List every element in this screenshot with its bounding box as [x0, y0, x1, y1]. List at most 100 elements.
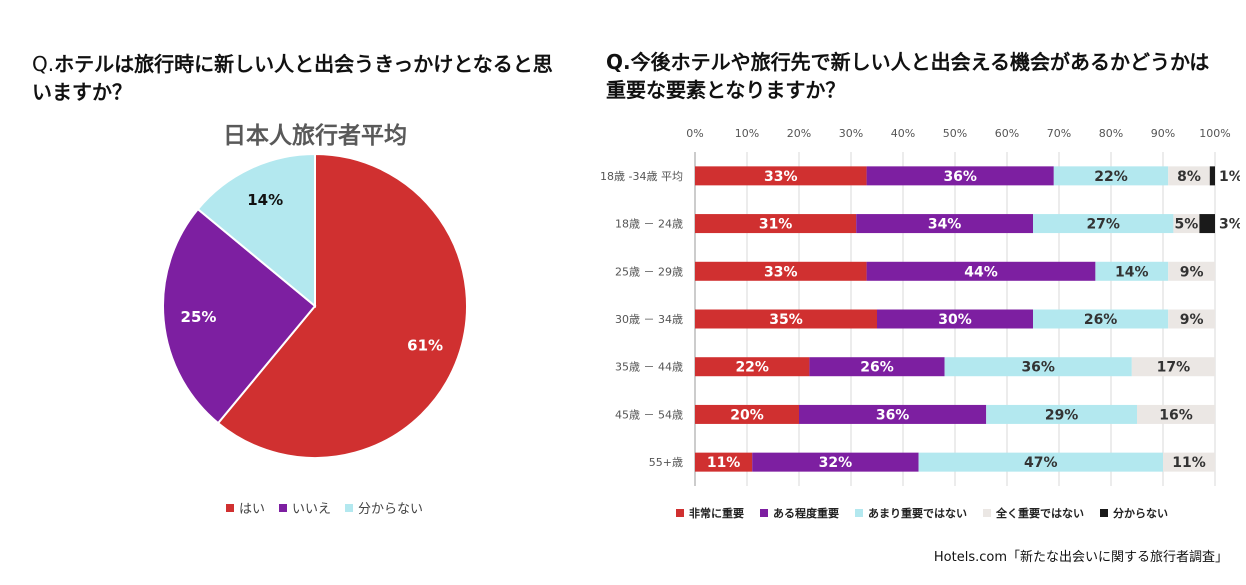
- bar-legend-item: あまり重要ではない: [855, 505, 967, 521]
- bar-value-label: 26%: [860, 360, 894, 376]
- bar-segment: [1163, 452, 1215, 472]
- x-tick-label: 60%: [995, 127, 1019, 140]
- bar-segment: [1033, 309, 1169, 329]
- bar-value-label: 22%: [1094, 169, 1128, 185]
- bar-segment: [1173, 214, 1200, 234]
- bar-legend-swatch: [760, 509, 768, 517]
- bar-value-label: 11%: [707, 455, 741, 471]
- bar-value-label: 47%: [1024, 455, 1058, 471]
- bar-segment: [877, 309, 1033, 329]
- bar-segment: [1033, 214, 1174, 234]
- bar-legend-label: 分からない: [1113, 507, 1168, 520]
- bar-value-label: 29%: [1045, 407, 1079, 423]
- bar-legend-label: 全く重要ではない: [996, 507, 1084, 520]
- bar-segment: [1053, 166, 1169, 186]
- bar-legend-label: 非常に重要: [689, 507, 744, 520]
- pie-legend-item: はい: [226, 498, 265, 517]
- pie-slice-3: [196, 152, 316, 309]
- bar-segment: [866, 261, 1096, 281]
- bar-legend-label: ある程度重要: [773, 507, 839, 520]
- left-question-text: ホテルは旅行時に新しい人と出会うきっかけとなると思いますか？: [32, 52, 553, 104]
- x-tick-label: 30%: [839, 127, 863, 140]
- bar-segment: [695, 404, 799, 424]
- bar-legend-item: 非常に重要: [676, 505, 744, 521]
- bar-segment: [986, 404, 1137, 424]
- category-label: 30歳 － 34歳: [615, 313, 683, 326]
- pie-legend-label: いいえ: [292, 502, 332, 517]
- pie-slice-label-1: 61%: [407, 337, 443, 355]
- bar-value-label: 5%: [1175, 217, 1199, 233]
- bar-legend-item: 全く重要ではない: [983, 505, 1084, 521]
- bar-segment: [1131, 357, 1215, 377]
- bar-segment: [1168, 309, 1215, 329]
- x-tick-label: 90%: [1151, 127, 1175, 140]
- bar-value-label: 30%: [938, 312, 972, 328]
- bar-value-label: 31%: [759, 217, 793, 233]
- category-label: 18歳 -34歳 平均: [600, 170, 683, 183]
- bar-value-label: 35%: [769, 312, 803, 328]
- bar-value-label: 20%: [730, 407, 764, 423]
- bar-value-label: 36%: [943, 169, 977, 185]
- bar-value-label: 22%: [735, 360, 769, 376]
- category-label: 18歳 － 24歳: [615, 218, 683, 231]
- pie-legend-item: 分からない: [345, 498, 423, 517]
- pie-slice-2: [162, 207, 317, 425]
- pie-slice-label-3: 14%: [247, 191, 283, 209]
- pie-legend: はい いいえ 分からない: [226, 498, 423, 517]
- bar-segment: [1137, 404, 1215, 424]
- bar-value-label: 32%: [819, 455, 853, 471]
- bar-legend-swatch: [676, 509, 684, 517]
- bar-legend-label: あまり重要ではない: [868, 507, 967, 520]
- bar-segment: [918, 452, 1163, 472]
- pie-legend-item: いいえ: [279, 498, 331, 517]
- pie-chart: 日本人旅行者平均 61% 25% 14%: [162, 122, 468, 459]
- bar-legend-swatch: [855, 509, 863, 517]
- bar-segment: [809, 357, 945, 377]
- source-credit: Hotels.com「新たな出会いに関する旅行者調査」: [933, 550, 1228, 565]
- x-tick-label: 80%: [1099, 127, 1123, 140]
- pie-legend-swatch: [279, 503, 288, 512]
- left-question-prefix: Q.: [32, 52, 55, 76]
- x-tick-label: 10%: [735, 127, 759, 140]
- bar-segment: [752, 452, 919, 472]
- x-tick-label: 50%: [943, 127, 967, 140]
- bar-segment: [799, 404, 987, 424]
- category-label: 55+歳: [649, 456, 683, 469]
- bar-value-label: 14%: [1115, 264, 1149, 280]
- x-tick-label: 0%: [686, 127, 703, 140]
- pie-slice-1: [216, 152, 468, 459]
- bar-segment: [1168, 166, 1210, 186]
- bar-legend-swatch: [1100, 509, 1108, 517]
- x-tick-label: 40%: [891, 127, 915, 140]
- bar-segment: [695, 452, 753, 472]
- bar-value-label: 1%: [1219, 169, 1240, 185]
- bar-value-label: 36%: [1021, 360, 1055, 376]
- bar-segment: [695, 357, 810, 377]
- pie-legend-swatch: [226, 503, 234, 512]
- bar-segment: [695, 214, 857, 234]
- bar-segment: [1168, 261, 1215, 281]
- category-label: 25歳 － 29歳: [615, 265, 683, 278]
- bar-value-label: 9%: [1180, 312, 1204, 328]
- bar-value-label: 33%: [764, 264, 798, 280]
- bar-segment: [944, 357, 1132, 377]
- bar-segment: [1209, 166, 1215, 186]
- bar-value-label: 27%: [1086, 217, 1120, 233]
- pie-legend-label: 分からない: [358, 502, 424, 517]
- bar-segment: [866, 166, 1054, 186]
- bar-segment: [695, 309, 877, 329]
- pie-slice-label-2: 25%: [181, 308, 217, 326]
- bar-value-label: 16%: [1159, 407, 1193, 423]
- bar-segment: [695, 166, 867, 186]
- bar-legend: 非常に重要 ある程度重要 あまり重要ではない 全く重要ではない 分からない: [676, 505, 1168, 521]
- bar-value-label: 8%: [1177, 169, 1201, 185]
- x-tick-label: 70%: [1047, 127, 1071, 140]
- bar-value-label: 3%: [1219, 217, 1240, 233]
- category-label: 45歳 － 54歳: [615, 408, 683, 421]
- left-question-title: Q.ホテルは旅行時に新しい人と出会うきっかけとなると思いますか？: [32, 50, 572, 106]
- right-question-title: Q.今後ホテルや旅行先で新しい人と出会える機会があるかどうかは重要な要素となりま…: [606, 50, 1210, 102]
- stacked-bar-chart: 0% 10% 20% 30% 40% 50% 60% 70% 80% 90% 100% 18歳 -34…: [600, 127, 1240, 486]
- pie-title: 日本人旅行者平均: [223, 122, 407, 149]
- bar-value-label: 33%: [764, 169, 798, 185]
- bar-segment: [1095, 261, 1169, 281]
